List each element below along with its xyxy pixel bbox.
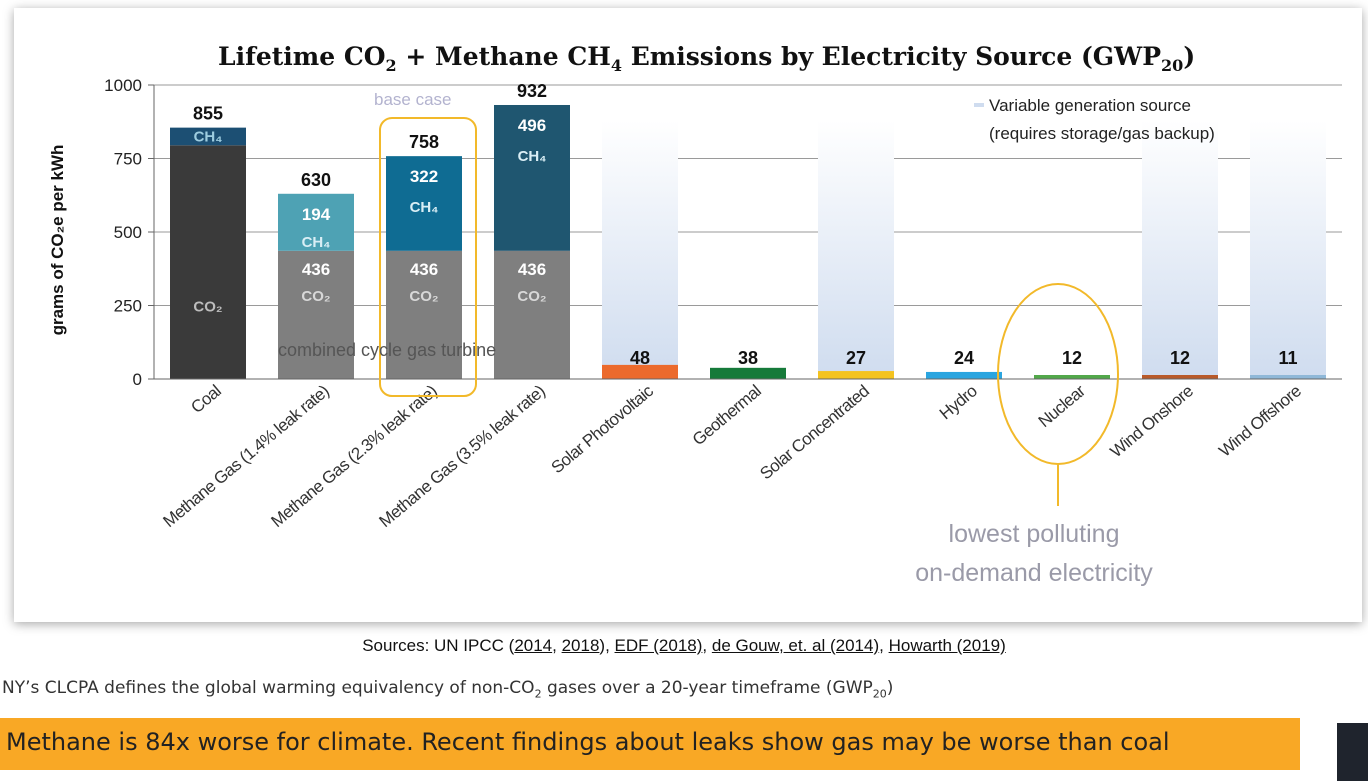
y-tick-label: 250	[114, 297, 142, 316]
total-label: 11	[1278, 348, 1297, 368]
total-label: 855	[193, 104, 223, 124]
source-link-edf[interactable]: EDF (2018)	[614, 636, 703, 655]
total-label: 12	[1062, 348, 1082, 368]
callout-line-2: on-demand electricity	[915, 559, 1153, 587]
nuclear-highlight	[997, 283, 1119, 465]
category-label: Hydro	[936, 381, 981, 423]
headline-banner: Methane is 84x worse for climate. Recent…	[0, 718, 1300, 770]
ch4-label: CH₄	[302, 234, 331, 251]
base-case-label: base case	[374, 90, 452, 109]
clcpa-note: NY’s CLCPA defines the global warming eq…	[2, 678, 894, 701]
source-link-howarth[interactable]: Howarth (2019)	[888, 636, 1006, 655]
ch4-label: CH₄	[518, 148, 547, 165]
chart-title: Lifetime CO2 + Methane CH4 Emissions by …	[218, 42, 1195, 75]
callout-line-1: lowest polluting	[949, 520, 1120, 548]
total-label: 27	[846, 348, 866, 368]
ch4-value-label: 322	[410, 167, 438, 186]
ccgt-label: combined cycle gas turbine	[278, 340, 496, 360]
source-link-ipcc-2018[interactable]: 2018	[561, 636, 600, 655]
co2-label: CO₂	[409, 288, 438, 305]
total-label: 758	[409, 132, 439, 152]
legend: Variable generation source (requires sto…	[974, 96, 1215, 143]
base-case-highlight	[379, 117, 477, 397]
ch4-label: CH₄	[194, 128, 223, 145]
category-label: Solar Photovoltaic	[548, 381, 658, 477]
bar-ch4	[170, 127, 246, 146]
bar-co2	[278, 250, 354, 379]
bar-co2	[386, 250, 462, 379]
sources-line: Sources: UN IPCC (2014, 2018), EDF (2018…	[0, 636, 1368, 656]
sources-sep: ,	[879, 636, 889, 655]
sources-prefix: Sources: UN IPCC (	[362, 636, 515, 655]
ch4-label: CH₄	[410, 199, 439, 216]
source-link-ipcc-2014[interactable]: 2014	[514, 636, 553, 655]
legend-line-1: Variable generation source	[989, 96, 1191, 115]
variable-source-shading	[1250, 120, 1326, 379]
emissions-chart: Lifetime CO2 + Methane CH4 Emissions by …	[48, 42, 1342, 587]
co2-value-label: 436	[518, 260, 546, 279]
variable-source-shading	[818, 120, 894, 379]
variable-source-shading	[1142, 120, 1218, 379]
bar-co2	[494, 250, 570, 379]
category-label: Solar Concentrated	[756, 381, 872, 483]
y-tick-label: 750	[114, 150, 142, 169]
y-axis-label: grams of CO₂e per kWh	[48, 145, 67, 336]
chart-card: Lifetime CO2 + Methane CH4 Emissions by …	[14, 8, 1362, 622]
category-label: Methane Gas (1.4% leak rate)	[160, 382, 333, 532]
category-label: Coal	[187, 382, 224, 417]
co2-value-label: 436	[302, 260, 330, 279]
bar-co2	[710, 367, 786, 379]
ch4-value-label: 194	[302, 205, 331, 224]
sources-sep: ),	[599, 636, 615, 655]
total-label: 932	[517, 81, 547, 101]
co2-label: CO₂	[517, 288, 546, 305]
legend-swatch	[974, 103, 984, 107]
category-label: Geothermal	[689, 382, 765, 450]
total-label: 38	[738, 348, 758, 368]
bar-ch4	[494, 104, 570, 251]
bar-co2	[1142, 375, 1218, 379]
total-label: 24	[954, 348, 974, 368]
sources-sep: ,	[552, 636, 562, 655]
total-label: 630	[301, 170, 331, 190]
total-label: 48	[630, 348, 650, 368]
bar-co2	[818, 371, 894, 379]
co2-value-label: 436	[410, 260, 438, 279]
corner-block	[1337, 723, 1368, 781]
bar-ch4	[386, 156, 462, 251]
sources-sep: ,	[702, 636, 712, 655]
y-tick-label: 0	[133, 370, 142, 389]
bar-co2	[602, 364, 678, 379]
bar-co2	[926, 371, 1002, 379]
bar-co2	[1250, 375, 1326, 379]
y-tick-label: 1000	[104, 76, 142, 95]
category-label: Wind Onshore	[1107, 381, 1197, 461]
co2-label: CO₂	[193, 298, 222, 315]
banner-text: Methane is 84x worse for climate. Recent…	[6, 728, 1170, 756]
legend-line-2: (requires storage/gas backup)	[989, 124, 1215, 143]
source-link-degouw[interactable]: de Gouw, et. al (2014)	[711, 636, 880, 655]
total-label: 12	[1170, 348, 1190, 368]
bar-co2	[1034, 375, 1110, 379]
variable-source-shading	[602, 120, 678, 379]
y-tick-label: 500	[114, 223, 142, 242]
ch4-value-label: 496	[518, 116, 546, 135]
bar-co2	[170, 145, 246, 379]
co2-label: CO₂	[301, 288, 330, 305]
bar-ch4	[278, 193, 354, 251]
category-label: Nuclear	[1035, 381, 1090, 431]
category-label: Wind Offshore	[1215, 381, 1304, 460]
